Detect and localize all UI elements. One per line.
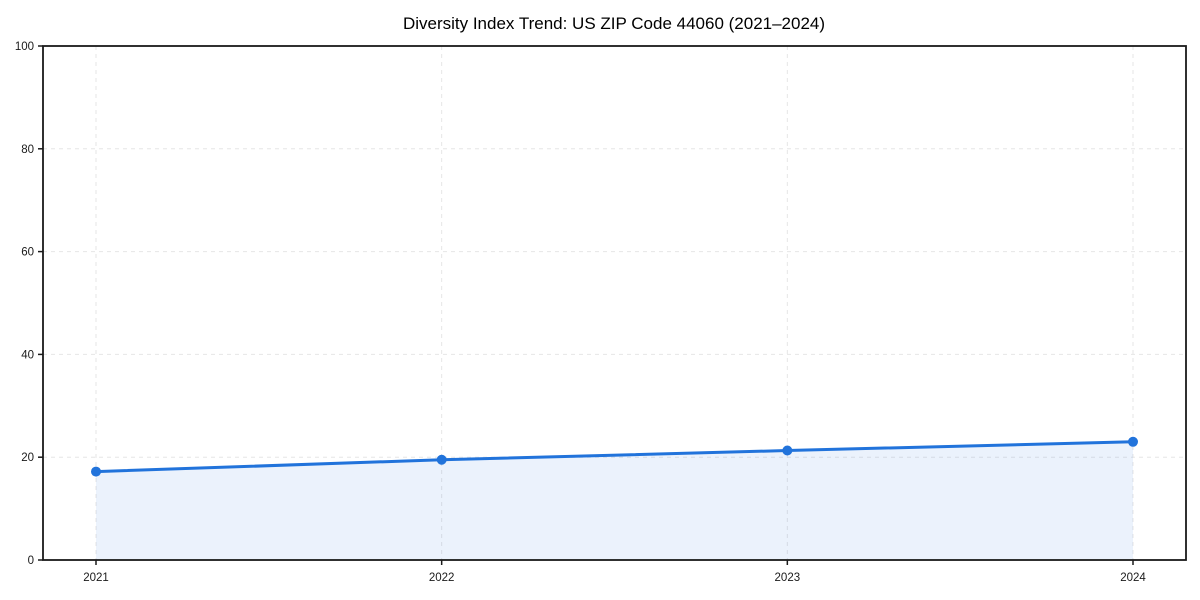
y-tick-label: 40 xyxy=(21,349,34,361)
x-tick-label: 2022 xyxy=(429,572,455,584)
area-fill xyxy=(96,441,1133,560)
plot-frame xyxy=(42,45,1187,561)
plot-area: 0 20 40 60 80 100 2021 2022 2023 2024 xyxy=(15,41,1187,584)
x-tick-label: 2021 xyxy=(83,572,109,584)
data-point xyxy=(782,445,793,456)
chart-title: Diversity Index Trend: US ZIP Code 44060… xyxy=(403,14,825,33)
y-tick-label: 100 xyxy=(15,41,34,53)
y-tick-label: 60 xyxy=(21,247,34,259)
y-tick-label: 0 xyxy=(28,555,34,567)
data-point xyxy=(1128,436,1138,447)
data-point xyxy=(436,454,447,465)
trend-line xyxy=(94,440,1135,474)
data-point xyxy=(91,466,101,477)
x-tick-label: 2023 xyxy=(775,572,801,584)
y-tick-label: 20 xyxy=(21,452,34,464)
x-tick-label: 2024 xyxy=(1120,572,1146,584)
y-tick-label: 80 xyxy=(21,144,34,156)
